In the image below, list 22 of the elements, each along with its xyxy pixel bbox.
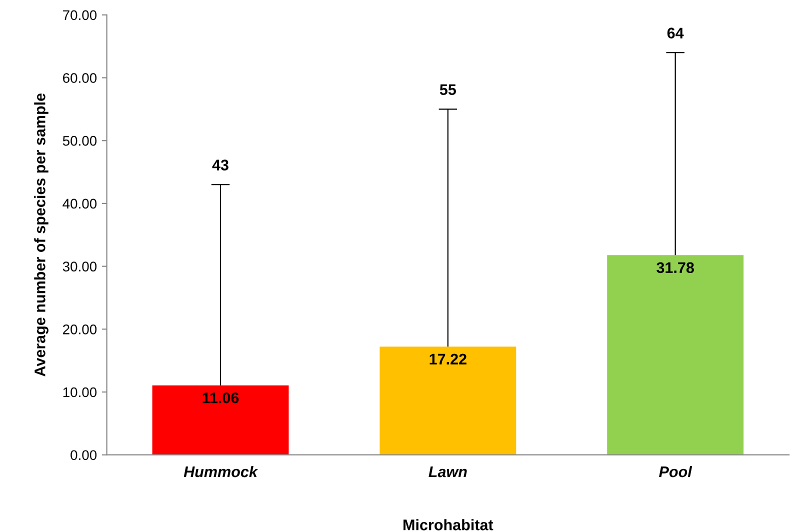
y-tick-label: 70.00	[63, 10, 97, 20]
y-axis-title: Average number of species per sample	[34, 93, 48, 376]
bar	[607, 255, 744, 455]
x-tick-label: Pool	[659, 466, 692, 478]
data-label: 31.78	[656, 262, 694, 274]
y-tick-label: 0.00	[70, 450, 97, 460]
y-tick-label: 60.00	[63, 73, 97, 83]
x-tick-label: Lawn	[428, 466, 467, 478]
y-tick-label: 10.00	[63, 387, 97, 398]
x-axis-title: Microhabitat	[404, 519, 494, 530]
data-label: 11.06	[202, 392, 239, 404]
bar	[380, 346, 516, 455]
data-label: 17.22	[430, 354, 466, 364]
annotation: 43	[212, 160, 228, 170]
y-tick-label: 20.00	[63, 324, 97, 334]
x-tick-label: Hummock	[184, 466, 258, 478]
y-tick-label: 40.00	[62, 198, 97, 209]
annotation: 64	[667, 28, 684, 38]
annotation: 55	[440, 84, 456, 96]
y-tick-label: 30.00	[62, 262, 97, 272]
bar	[152, 385, 289, 455]
y-tick-label: 50.00	[62, 136, 97, 146]
